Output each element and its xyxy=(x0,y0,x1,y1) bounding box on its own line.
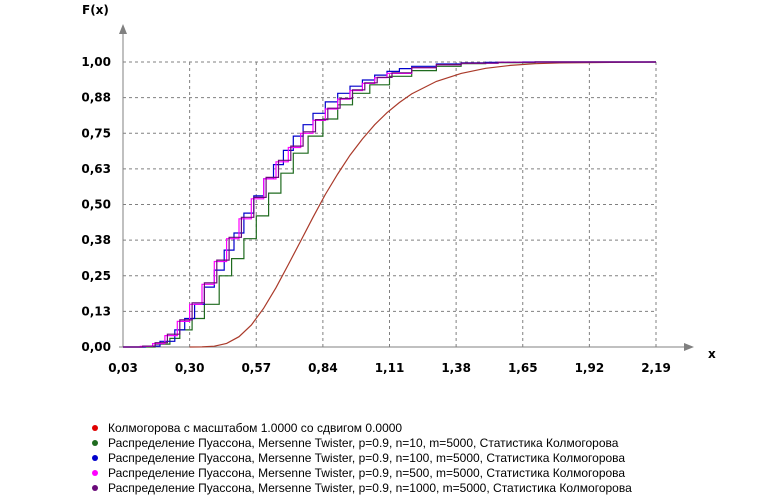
legend-label: Распределение Пуассона, Mersenne Twister… xyxy=(108,480,632,495)
legend-marker xyxy=(92,424,98,431)
x-tick-label: 1,65 xyxy=(508,361,538,375)
series-line-4 xyxy=(123,61,656,348)
y-axis-arrow xyxy=(119,24,127,34)
y-tick-label: 0,63 xyxy=(81,162,111,176)
legend-item: Распределение Пуассона, Mersenne Twister… xyxy=(92,435,632,450)
legend: Колмогорова с масштабом 1.0000 со сдвиго… xyxy=(92,420,632,495)
legend-item: Распределение Пуассона, Mersenne Twister… xyxy=(92,450,632,465)
legend-label: Колмогорова с масштабом 1.0000 со сдвиго… xyxy=(108,420,403,435)
x-tick-label: 0,30 xyxy=(175,361,205,375)
y-tick-label: 0,38 xyxy=(81,233,111,247)
legend-marker xyxy=(92,469,98,476)
x-tick-label: 1,11 xyxy=(375,361,405,375)
x-tick-label: 0,57 xyxy=(241,361,271,375)
y-tick-label: 0,88 xyxy=(81,91,111,105)
legend-item: Колмогорова с масштабом 1.0000 со сдвиго… xyxy=(92,420,632,435)
x-tick-label: 0,03 xyxy=(108,361,138,375)
y-axis-title: F(x) xyxy=(82,3,109,17)
x-axis-arrow xyxy=(684,343,694,351)
x-tick-label: 0,84 xyxy=(308,361,338,375)
y-tick-label: 1,00 xyxy=(81,55,111,69)
legend-marker xyxy=(92,454,98,461)
legend-item: Распределение Пуассона, Mersenne Twister… xyxy=(92,465,632,480)
axes xyxy=(119,24,694,351)
x-tick-label: 1,92 xyxy=(575,361,605,375)
y-tick-labels: 0,00 0,13 0,25 0,38 0,50 0,63 0,75 0,88 1,00 xyxy=(81,55,111,354)
legend-label: Распределение Пуассона, Mersenne Twister… xyxy=(108,465,626,480)
y-tick-label: 0,75 xyxy=(81,126,111,140)
plot-area xyxy=(123,61,657,348)
y-tick-label: 0,50 xyxy=(81,198,111,212)
legend-item: Распределение Пуассона, Mersenne Twister… xyxy=(92,480,632,495)
legend-label: Распределение Пуассона, Mersenne Twister… xyxy=(108,435,619,450)
x-tick-labels: 0,03 0,30 0,57 0,84 1,11 1,38 1,65 1,92 2,19 xyxy=(108,361,671,375)
x-axis-title: x xyxy=(708,347,716,361)
legend-marker xyxy=(92,484,98,491)
legend-label: Распределение Пуассона, Mersenne Twister… xyxy=(108,450,626,465)
y-tick-label: 0,00 xyxy=(81,340,111,354)
y-tick-label: 0,25 xyxy=(81,269,111,283)
cdf-chart: F(x) x 0,00 0,13 0,25 0,38 0,50 0,63 0,75 0,88 1… xyxy=(81,3,716,375)
y-tick-label: 0,13 xyxy=(81,304,111,318)
legend-marker xyxy=(92,439,98,446)
series-line-0 xyxy=(189,61,657,348)
x-tick-label: 2,19 xyxy=(641,361,671,375)
x-tick-label: 1,38 xyxy=(441,361,471,375)
